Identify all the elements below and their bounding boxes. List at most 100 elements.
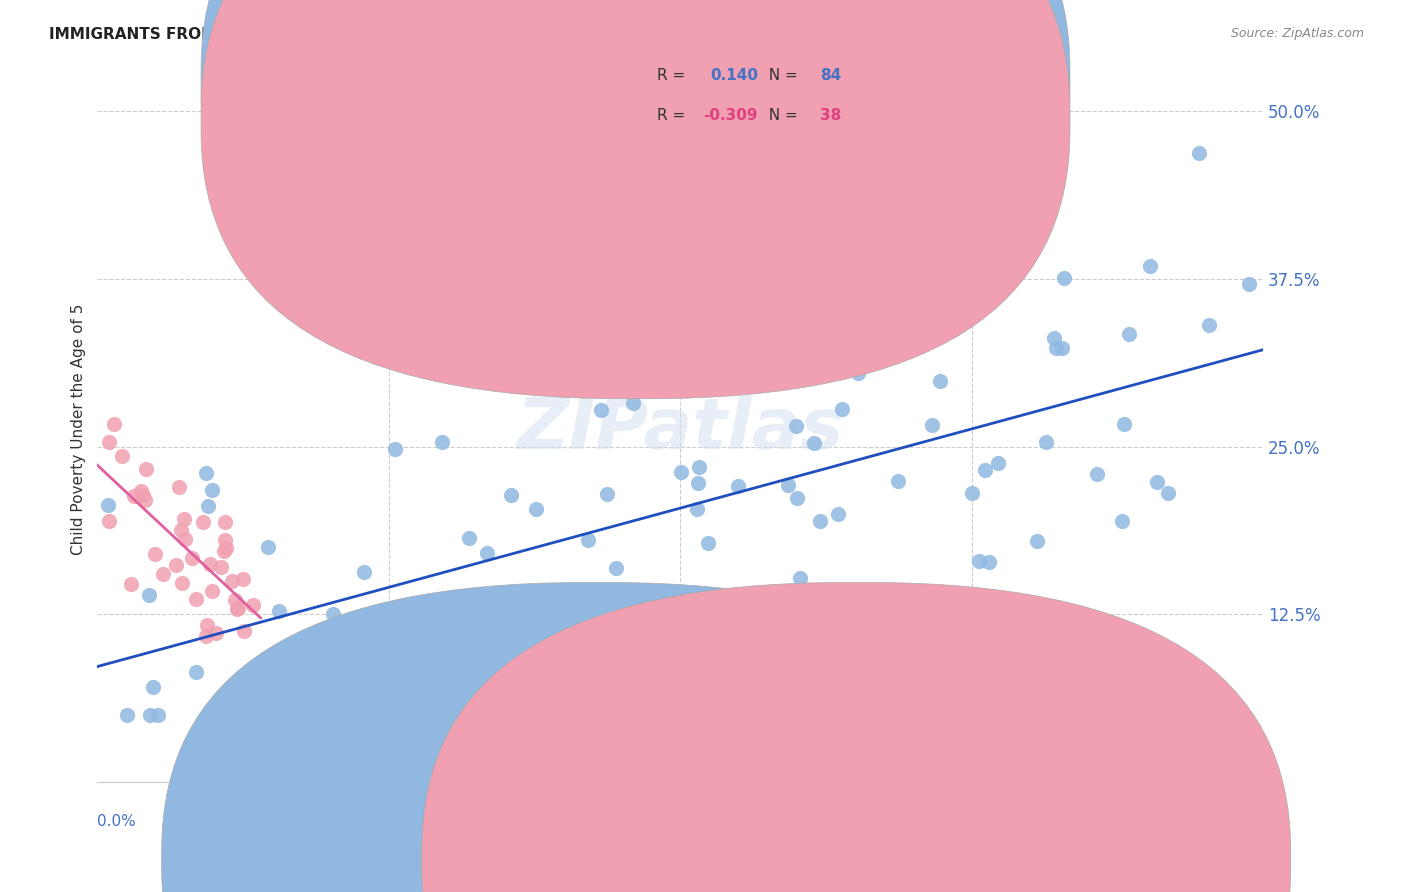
Point bbox=[214, 515, 236, 529]
Point bbox=[120, 577, 142, 591]
Point bbox=[457, 531, 479, 545]
Point bbox=[194, 629, 217, 643]
Point bbox=[198, 557, 221, 571]
Point bbox=[1085, 467, 1108, 481]
Point bbox=[1198, 318, 1220, 332]
Point bbox=[180, 550, 202, 565]
Point bbox=[831, 402, 853, 417]
Text: N =: N = bbox=[759, 109, 803, 123]
Text: Immigrants from Jamaica: Immigrants from Jamaica bbox=[619, 854, 811, 868]
Point bbox=[184, 592, 207, 607]
Point bbox=[284, 654, 307, 668]
Point bbox=[1035, 434, 1057, 449]
Point bbox=[727, 479, 749, 493]
Point bbox=[463, 669, 485, 683]
Point bbox=[875, 588, 897, 602]
Point bbox=[1112, 417, 1135, 432]
Point bbox=[776, 477, 799, 491]
Point bbox=[470, 649, 492, 664]
Text: 38: 38 bbox=[820, 109, 841, 123]
Point bbox=[494, 652, 516, 666]
Point bbox=[686, 502, 709, 516]
Point bbox=[1237, 277, 1260, 291]
Text: Zimbabweans: Zimbabweans bbox=[879, 854, 986, 868]
Point bbox=[200, 483, 222, 498]
Point bbox=[138, 588, 160, 602]
Point bbox=[803, 436, 825, 450]
Point bbox=[671, 465, 693, 479]
Point bbox=[173, 533, 195, 547]
Point bbox=[974, 463, 997, 477]
Point bbox=[1139, 259, 1161, 273]
Point bbox=[430, 435, 453, 450]
Point bbox=[818, 350, 841, 364]
Point bbox=[785, 418, 807, 433]
Point bbox=[143, 547, 166, 561]
Point bbox=[117, 707, 139, 722]
Point bbox=[134, 492, 156, 507]
Point bbox=[184, 665, 207, 679]
Point bbox=[789, 571, 811, 585]
Point bbox=[921, 418, 943, 433]
Point bbox=[595, 487, 617, 501]
Point bbox=[1118, 326, 1140, 341]
Point bbox=[194, 466, 217, 480]
Point bbox=[201, 584, 224, 599]
Point bbox=[440, 608, 463, 623]
Point bbox=[322, 607, 344, 622]
Point bbox=[170, 576, 193, 591]
Point bbox=[808, 514, 831, 528]
Point bbox=[165, 558, 187, 572]
Point bbox=[232, 573, 254, 587]
Point bbox=[436, 653, 458, 667]
Point bbox=[396, 695, 419, 709]
Point bbox=[97, 498, 120, 512]
Point bbox=[209, 560, 232, 574]
Point bbox=[697, 536, 720, 550]
Point bbox=[214, 544, 236, 558]
Point bbox=[711, 599, 734, 614]
Text: 84: 84 bbox=[820, 69, 841, 83]
Point bbox=[138, 707, 160, 722]
Point bbox=[576, 533, 599, 548]
Text: 0.0%: 0.0% bbox=[97, 814, 136, 829]
Point bbox=[97, 435, 120, 450]
Point bbox=[977, 555, 1000, 569]
Point bbox=[224, 707, 246, 722]
Point bbox=[142, 680, 165, 694]
Point bbox=[152, 566, 174, 581]
Point bbox=[721, 368, 744, 382]
Point bbox=[688, 459, 710, 474]
Point bbox=[97, 514, 120, 528]
Point bbox=[146, 707, 169, 722]
Point bbox=[1157, 486, 1180, 500]
Point bbox=[794, 357, 817, 371]
Point bbox=[173, 512, 195, 526]
Point bbox=[205, 626, 228, 640]
Text: R =: R = bbox=[657, 69, 690, 83]
Point bbox=[353, 565, 375, 579]
Point bbox=[221, 574, 243, 588]
Point bbox=[446, 679, 468, 693]
Point bbox=[215, 541, 238, 556]
Text: 20.0%: 20.0% bbox=[1215, 814, 1263, 829]
Point bbox=[475, 546, 498, 560]
Point bbox=[990, 268, 1012, 282]
Text: R =: R = bbox=[657, 109, 690, 123]
Point bbox=[1053, 271, 1076, 285]
Point bbox=[103, 417, 125, 431]
Point bbox=[987, 456, 1010, 470]
Point bbox=[197, 499, 219, 513]
Text: IMMIGRANTS FROM JAMAICA VS ZIMBABWEAN CHILD POVERTY UNDER THE AGE OF 5 CORRELATI: IMMIGRANTS FROM JAMAICA VS ZIMBABWEAN CH… bbox=[49, 27, 963, 42]
Text: N =: N = bbox=[759, 69, 803, 83]
Point bbox=[191, 515, 214, 529]
Point bbox=[501, 488, 523, 502]
Point bbox=[323, 707, 346, 722]
Point bbox=[887, 475, 910, 489]
Point bbox=[195, 617, 218, 632]
Point bbox=[242, 598, 264, 612]
Point bbox=[547, 373, 569, 387]
Point bbox=[1146, 475, 1168, 489]
Text: ZIPatlas: ZIPatlas bbox=[516, 395, 844, 464]
Point bbox=[846, 367, 869, 381]
